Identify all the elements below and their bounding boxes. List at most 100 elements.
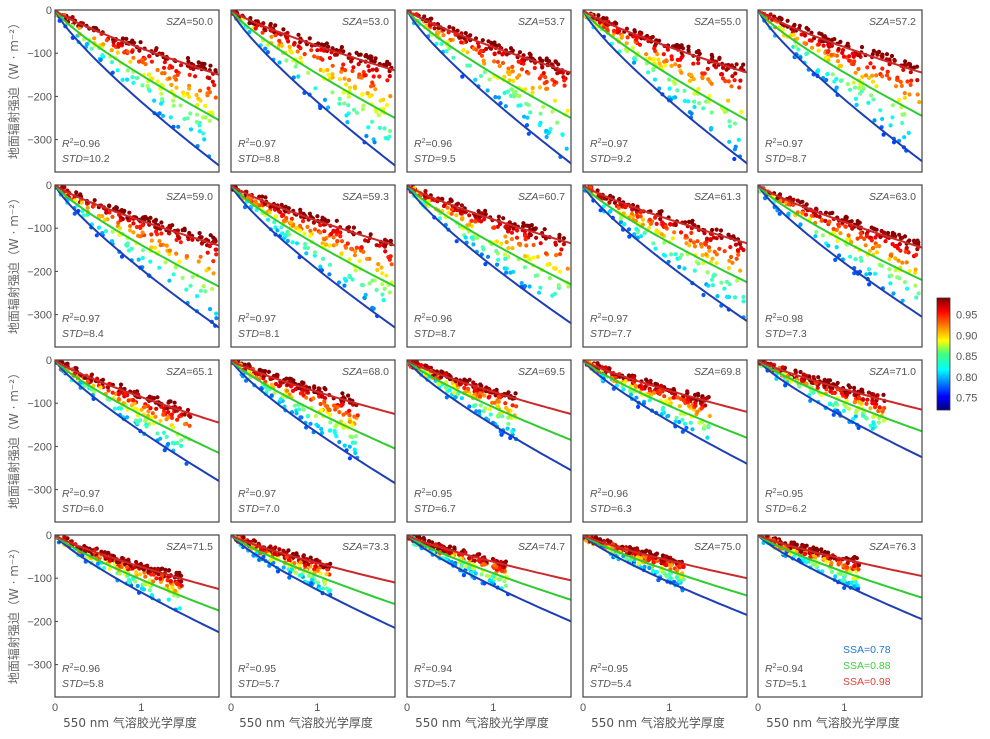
data-point [131,55,136,60]
data-point [516,241,522,246]
data-point [128,59,133,64]
data-point [324,242,329,247]
data-point [636,404,641,409]
data-point [874,250,880,255]
data-point [707,413,712,419]
data-point [506,246,511,251]
data-point [514,235,520,240]
data-point [302,231,307,236]
data-point [454,213,459,218]
data-point [375,267,380,273]
data-point [686,403,692,408]
data-point [907,268,912,274]
data-point [263,46,268,51]
data-point [341,62,346,67]
data-point [785,18,790,23]
data-point [631,60,637,65]
data-point [662,240,667,245]
data-point [212,83,217,88]
data-point [878,108,883,113]
data-point [353,249,358,254]
data-point [777,211,782,216]
r2-label: R2=0.96 [62,663,100,675]
data-point [738,268,743,273]
data-point [510,69,515,74]
data-point [177,606,182,611]
data-point [510,64,515,69]
data-point [522,265,528,270]
data-point [146,72,151,77]
sza-label: SZA=50.0 [166,16,213,28]
data-point [495,262,500,267]
data-point [361,249,366,254]
data-point [777,24,782,30]
data-point [295,49,300,54]
data-point [203,103,208,108]
data-point [741,299,746,304]
data-point [355,413,360,418]
panel-frame [406,534,572,698]
data-point [382,286,387,291]
data-point [494,248,499,254]
fit-line-ssa-0.78 [583,10,747,165]
data-point [654,221,659,226]
data-point [659,209,664,214]
data-point [777,192,783,197]
data-point [175,440,180,446]
data-point [640,217,646,222]
data-point [701,261,706,266]
data-point [339,45,344,50]
data-point [89,372,94,377]
data-point [701,292,706,298]
data-point [327,243,332,248]
data-point [197,231,202,236]
data-point [461,573,466,578]
data-point [639,234,644,239]
data-point [534,235,539,240]
data-point [903,249,908,254]
data-point [851,80,856,85]
data-point [852,85,858,90]
data-point [734,62,739,67]
data-point [682,421,688,426]
data-point [653,246,658,251]
data-point [855,236,860,241]
data-point [538,241,543,246]
data-point [707,93,712,99]
data-point [190,274,195,279]
data-point [838,231,843,236]
data-point [730,260,735,265]
data-point [311,220,316,225]
data-point [804,373,809,378]
data-point [522,114,527,119]
data-point [849,219,854,224]
data-point [351,107,357,112]
data-point [607,200,612,205]
data-point [914,295,919,300]
data-point [201,284,206,289]
data-point [700,76,705,81]
data-point [619,33,625,38]
data-point [699,244,704,249]
data-point [547,59,552,64]
data-point [170,585,175,590]
data-point [107,210,112,215]
fit-line-ssa-0.78 [407,10,571,165]
data-point [78,192,83,197]
data-point [724,279,730,284]
data-point [452,383,457,389]
data-point [95,561,100,566]
data-point [905,79,910,84]
fit-line-ssa-0.88 [758,10,922,117]
data-point [136,59,142,64]
data-point [444,49,449,54]
data-point [447,550,453,555]
data-point [804,202,809,207]
data-point [380,282,385,287]
data-point [269,557,274,563]
data-point [352,414,357,419]
data-point [122,208,127,213]
data-point [486,39,491,44]
